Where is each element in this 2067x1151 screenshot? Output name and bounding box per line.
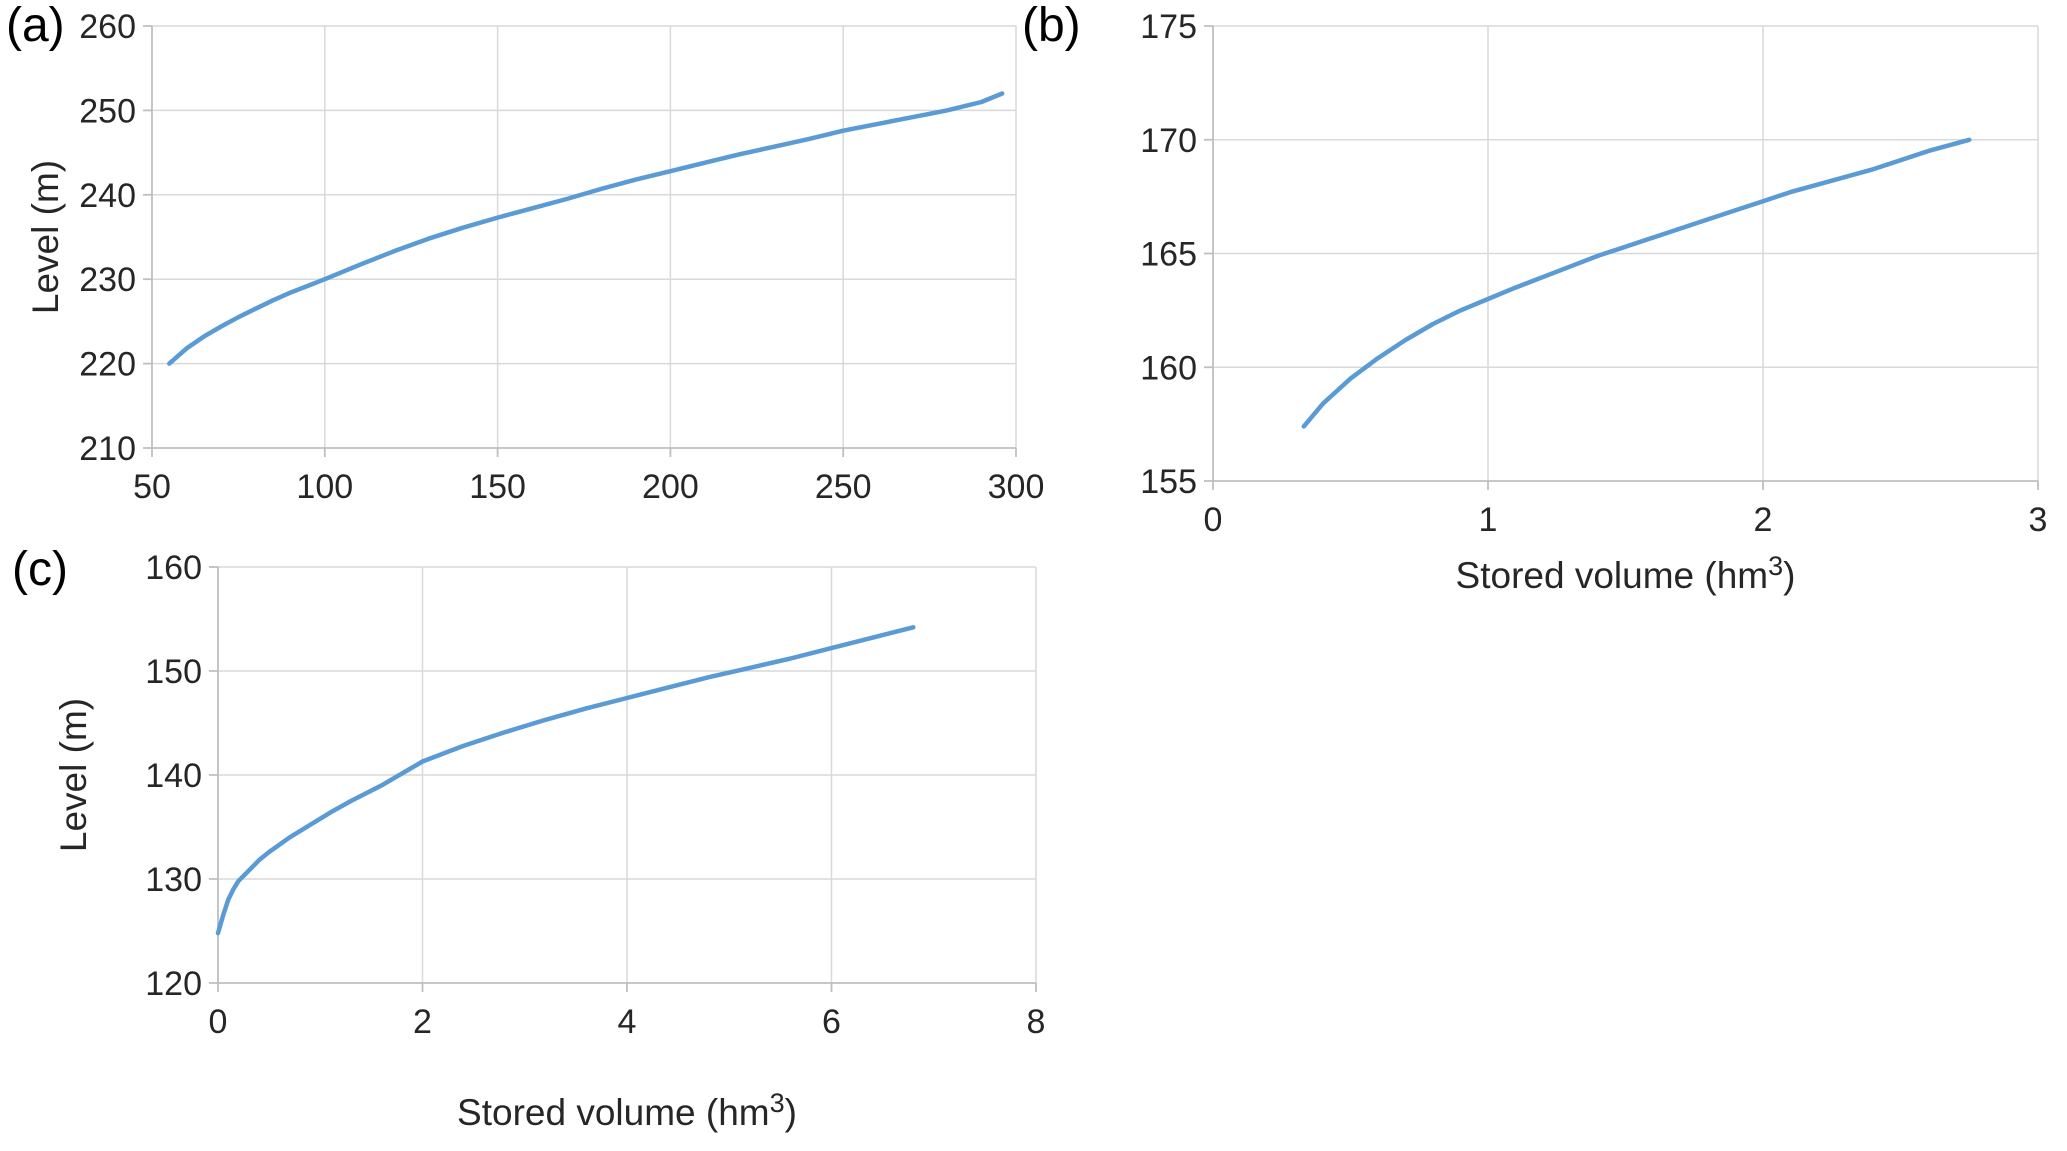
y-tick-label: 160 — [1140, 349, 1197, 387]
y-tick-label: 140 — [145, 757, 202, 795]
y-axis-title: Level (m) — [25, 160, 66, 314]
chart-c-canvas: 120 130 140 150 160 0 2 4 6 8 Level (m) Stored volu… — [53, 549, 1046, 1133]
x-tick-label: 300 — [988, 468, 1045, 506]
y-tick-label: 175 — [1140, 8, 1197, 46]
y-tick-label: 155 — [1140, 463, 1197, 501]
y-tick-label: 240 — [79, 177, 136, 215]
x-tick-label: 2 — [1754, 501, 1773, 539]
x-tick-label: 6 — [822, 1003, 841, 1041]
x-tick-label: 0 — [209, 1003, 228, 1041]
data-line — [167, 91, 1005, 366]
chart-a-canvas: 210 220 230 240 250 260 50 100 150 200 250 300 Level… — [25, 8, 1045, 506]
x-tick-label: 8 — [1027, 1003, 1046, 1041]
x-tick-label: 100 — [296, 468, 353, 506]
chart-b-canvas: 155 160 165 170 175 0 1 2 3 Stored volume (hm3) — [1140, 8, 2048, 596]
x-tick-label: 4 — [618, 1003, 637, 1041]
panel-b: (b) 155 160 165 170 175 0 1 2 3 Stored volume (hm… — [1020, 0, 2067, 625]
panel-label-a: (a) — [6, 0, 65, 52]
y-tick-label: 150 — [145, 653, 202, 691]
y-tick-label: 250 — [79, 92, 136, 130]
y-axis-title: Level (m) — [53, 698, 94, 852]
y-tick-label: 160 — [145, 549, 202, 587]
data-line — [1301, 137, 1972, 429]
y-tick-label: 230 — [79, 261, 136, 299]
y-tick-label: 210 — [79, 430, 136, 468]
x-tick-label: 0 — [1204, 501, 1223, 539]
x-tick-label: 50 — [133, 468, 171, 506]
y-tick-label: 165 — [1140, 236, 1197, 274]
y-tick-label: 170 — [1140, 122, 1197, 160]
panel-label-c: (c) — [12, 543, 68, 596]
x-tick-label: 1 — [1479, 501, 1498, 539]
panel-a: (a) 210 220 230 240 250 260 50 100 150 200 250 300 L… — [0, 0, 1060, 525]
y-tick-label: 130 — [145, 861, 202, 899]
data-line — [215, 625, 916, 936]
x-axis-title: Stored volume (hm3) — [1456, 551, 1796, 596]
x-axis-title: Stored volume (hm3) — [457, 1088, 797, 1133]
panel-c: (c) 120 130 140 150 160 0 2 4 6 8 Level (m) Stored … — [0, 540, 1100, 1151]
y-tick-label: 120 — [145, 965, 202, 1003]
panel-label-b: (b) — [1022, 0, 1081, 52]
x-tick-label: 250 — [815, 468, 872, 506]
y-tick-label: 260 — [79, 8, 136, 46]
x-tick-label: 2 — [413, 1003, 432, 1041]
x-tick-label: 3 — [2029, 501, 2048, 539]
x-tick-label: 150 — [469, 468, 526, 506]
y-tick-label: 220 — [79, 346, 136, 384]
x-tick-label: 200 — [642, 468, 699, 506]
